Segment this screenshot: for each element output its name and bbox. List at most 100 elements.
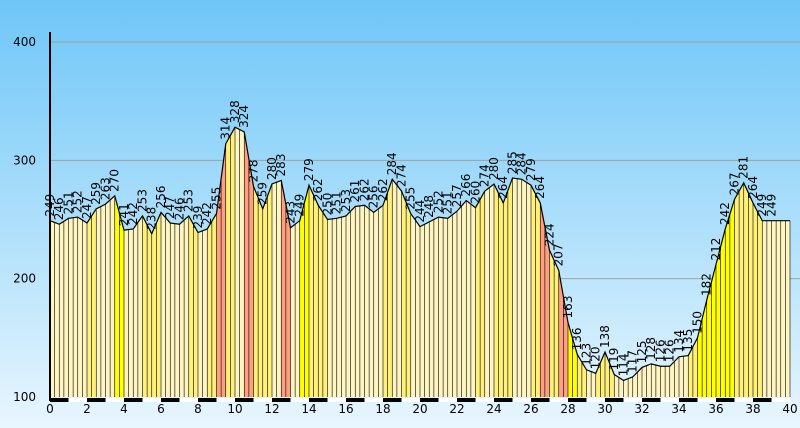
x-tick-label: 36 (708, 402, 723, 416)
x-axis-segment (438, 398, 457, 402)
data-label: 249 (755, 194, 769, 217)
x-axis-segment (142, 398, 161, 402)
x-axis-segment (531, 398, 550, 402)
x-axis-segment (660, 398, 679, 402)
data-label: 284 (515, 152, 529, 175)
x-axis-segment (216, 398, 235, 402)
profile-line (49, 126, 790, 382)
x-tick-label: 6 (157, 402, 165, 416)
x-axis-segment (475, 398, 494, 402)
data-label: 285 (506, 151, 520, 174)
data-label: 247 (163, 196, 177, 219)
data-label: 257 (450, 184, 464, 207)
data-label: 274 (395, 164, 409, 187)
data-label: 247 (80, 196, 94, 219)
data-label: 262 (311, 178, 325, 201)
x-axis-segment (771, 398, 790, 402)
data-label: 249 (765, 194, 779, 217)
x-tick-label: 26 (523, 402, 538, 416)
data-label: 249 (43, 194, 57, 217)
data-label: 150 (691, 311, 705, 334)
data-label: 252 (432, 190, 446, 213)
x-axis-segment (549, 398, 568, 402)
data-label: 251 (330, 191, 344, 214)
x-tick-label: 38 (745, 402, 760, 416)
x-tick-label: 12 (264, 402, 279, 416)
y-tick-labels: 100 200 300 400 (13, 35, 36, 404)
data-label: 328 (228, 100, 242, 123)
profile-outline (49, 126, 790, 382)
data-label: 259 (89, 182, 103, 205)
x-tick-label: 40 (782, 402, 797, 416)
data-label: 253 (136, 189, 150, 212)
x-axis-segment (272, 398, 291, 402)
data-label: 242 (126, 202, 140, 225)
y-tick-label: 400 (13, 35, 36, 49)
data-label: 324 (237, 105, 251, 128)
x-tick-label: 28 (560, 402, 575, 416)
x-axis-segment (161, 398, 180, 402)
data-label: 266 (459, 174, 473, 197)
y-tick-label: 200 (13, 272, 36, 286)
data-label: 123 (580, 343, 594, 366)
data-label: 264 (496, 176, 510, 199)
data-label: 120 (589, 346, 603, 369)
data-label: 267 (728, 172, 742, 195)
y-tick-label: 300 (13, 153, 36, 167)
x-axis-segment (512, 398, 531, 402)
data-label: 238 (145, 207, 159, 230)
x-axis-segment (383, 398, 402, 402)
x-axis-segment (346, 398, 365, 402)
data-label: 239 (191, 206, 205, 229)
x-tick-label: 34 (671, 402, 686, 416)
x-axis-segment (679, 398, 698, 402)
x-tick-label: 16 (338, 402, 353, 416)
data-label: 136 (570, 327, 584, 350)
axes (49, 32, 790, 402)
data-label: 279 (524, 158, 538, 181)
x-axis-segment (309, 398, 328, 402)
x-axis-segment (105, 398, 124, 402)
x-tick-label: 20 (412, 402, 427, 416)
data-label: 163 (561, 296, 575, 319)
x-axis-segment (290, 398, 309, 402)
x-tick-label: 30 (597, 402, 612, 416)
data-label: 256 (367, 185, 381, 208)
data-label: 126 (663, 339, 677, 362)
x-axis-segment (623, 398, 642, 402)
data-label: 135 (681, 329, 695, 352)
x-axis-segment (50, 398, 69, 402)
x-axis-segment (253, 398, 272, 402)
data-label: 278 (247, 159, 261, 182)
data-label: 284 (385, 152, 399, 175)
data-label: 242 (200, 202, 214, 225)
vertical-stripes (49, 127, 791, 397)
x-axis-segment (179, 398, 198, 402)
x-tick-label: 2 (83, 402, 91, 416)
data-label: 279 (302, 158, 316, 181)
data-label: 253 (182, 189, 196, 212)
x-tick-label: 4 (120, 402, 128, 416)
data-label: 243 (284, 201, 298, 224)
data-label: 252 (71, 190, 85, 213)
x-tick-label: 8 (194, 402, 202, 416)
x-axis-segment (457, 398, 476, 402)
x-tick-label: 24 (486, 402, 501, 416)
data-label: 262 (376, 178, 390, 201)
data-label: 251 (441, 191, 455, 214)
x-tick-label: 32 (634, 402, 649, 416)
data-label: 263 (99, 177, 113, 200)
data-label: 182 (700, 273, 714, 296)
data-label: 256 (154, 185, 168, 208)
data-label: 262 (358, 178, 372, 201)
data-label: 250 (321, 193, 335, 216)
x-axis-segment (327, 398, 346, 402)
data-label: 274 (478, 164, 492, 187)
data-label: 212 (709, 238, 723, 261)
x-axis-segment (734, 398, 753, 402)
x-axis-segment (124, 398, 143, 402)
x-axis-segment (494, 398, 513, 402)
x-tick-labels: 0 2 4 6 8 10 12 14 16 18 20 22 24 26 28 30 32 34 36 38 40 (46, 402, 797, 416)
data-label: 259 (256, 182, 270, 205)
data-label: 255 (210, 187, 224, 210)
